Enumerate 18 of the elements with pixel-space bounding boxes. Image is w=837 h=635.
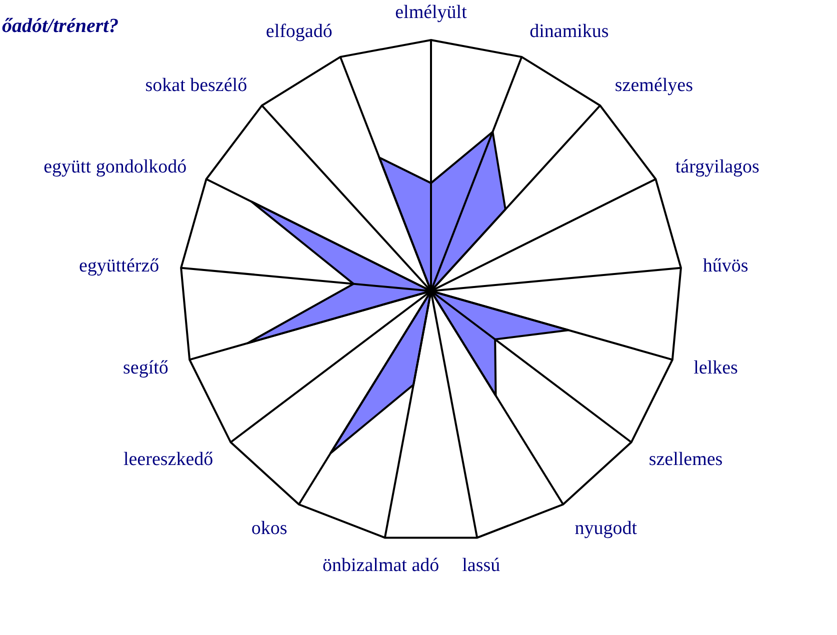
spoke-label: dinamikus xyxy=(530,20,609,42)
spoke-label: önbizalmat adó xyxy=(322,555,440,576)
spoke-label: nyugodt xyxy=(574,518,638,540)
spoke-label: okos xyxy=(251,518,288,540)
spoke-label: elfogadó xyxy=(266,20,332,42)
spoke-label: együttérző xyxy=(78,255,160,276)
spoke-label: elmélyült xyxy=(395,2,468,23)
spoke-label: leereszkedő xyxy=(123,449,214,470)
spoke-label: tárgyilagos xyxy=(675,156,760,178)
text: őadót/trénert? xyxy=(2,15,119,37)
spoke-label: lelkes xyxy=(694,357,738,378)
spoke-label: szellemes xyxy=(648,449,723,470)
spoke-label: személyes xyxy=(614,74,693,96)
spoke-label: együtt gondolkodó xyxy=(44,156,187,178)
spoke-label: sokat beszélő xyxy=(145,74,248,96)
spoke-label: lassú xyxy=(462,555,501,576)
spoke-label: hűvös xyxy=(702,255,748,276)
spoke-label: segítő xyxy=(123,357,168,378)
